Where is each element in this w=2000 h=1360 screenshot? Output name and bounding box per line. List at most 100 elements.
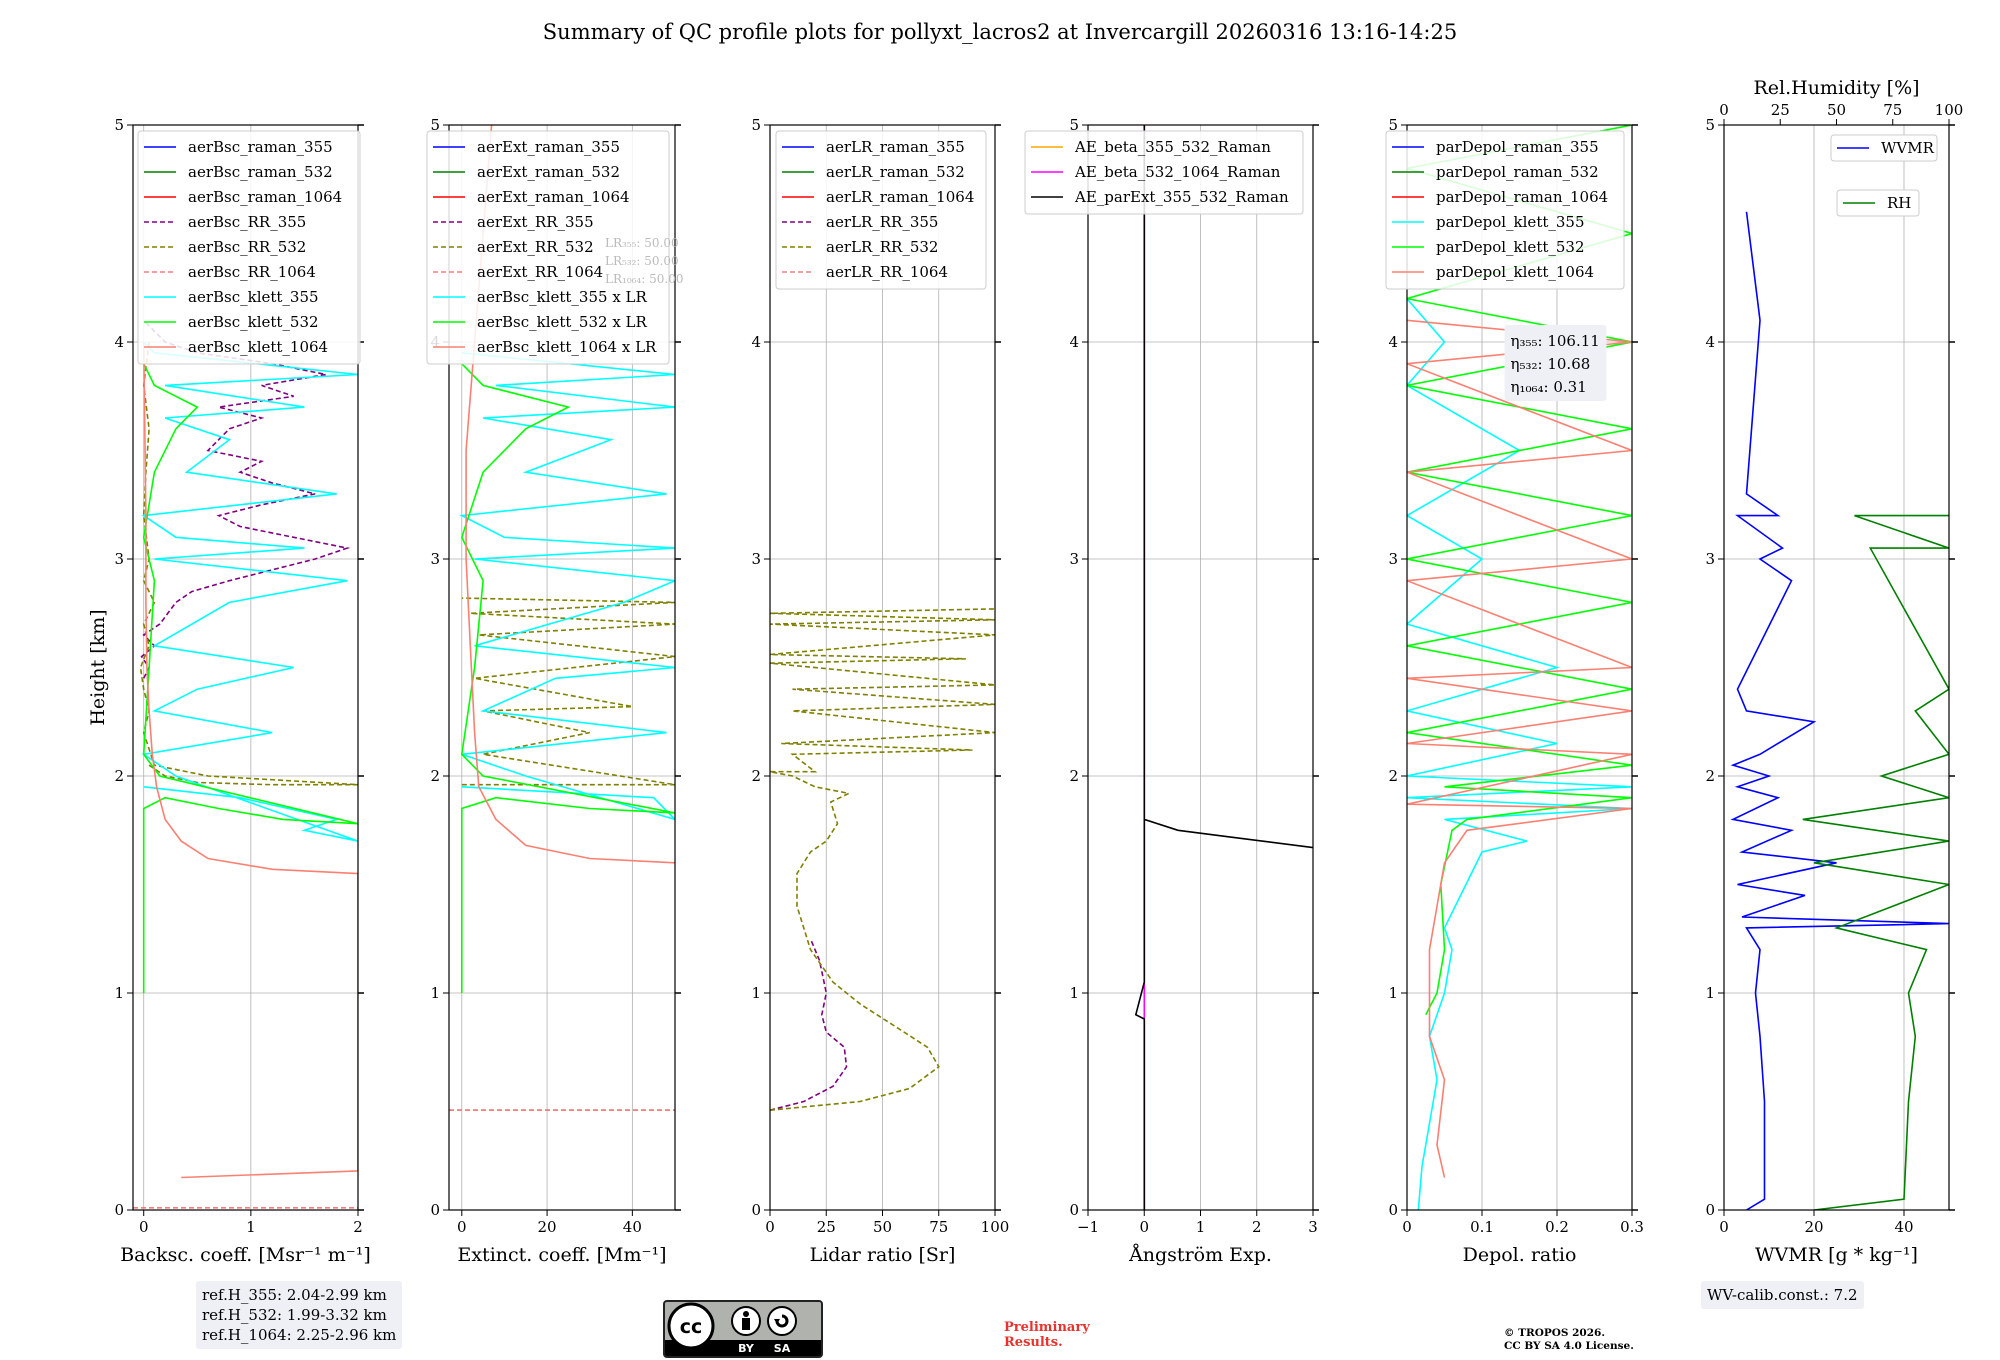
wv-calibration-text: WV-calib.const.: 7.2 (1707, 1286, 1858, 1304)
y-tick-label: 1 (114, 984, 124, 1002)
x-tick-label: 0 (139, 1218, 149, 1236)
axes-frame (132, 124, 359, 1211)
x-tick-label: 0.1 (1470, 1218, 1494, 1236)
axes-frame (448, 124, 676, 1211)
reference-height-1064: ref.H_1064: 2.25-2.96 km (202, 1326, 397, 1344)
reference-height-355: ref.H_355: 2.04-2.99 km (202, 1286, 387, 1304)
y-tick-label: 1 (430, 984, 440, 1002)
legend-label: aerLR_raman_355 (826, 138, 965, 156)
x-axis-label: Lidar ratio [Sr] (810, 1244, 956, 1266)
y-tick-label: 5 (1069, 116, 1079, 134)
series-line-parDepol_klett_1064 (1407, 319, 1632, 1178)
share-alike-icon (767, 1306, 797, 1336)
series-line-aerBsc_klett_532 (142, 363, 358, 993)
copyright-line-1: © TROPOS 2026. (1504, 1327, 1606, 1339)
y-tick-label: 5 (430, 116, 440, 134)
legend-label: aerExt_raman_532 (477, 163, 620, 181)
legend-label: aerBsc_klett_532 x LR (477, 313, 648, 331)
y-tick-label: 4 (751, 333, 761, 351)
legend-label: aerExt_raman_1064 (477, 188, 630, 206)
series-line-aerExt_RR_532 (461, 597, 675, 786)
top-x-tick-label: 25 (1771, 101, 1790, 119)
x-tick-label: 0 (1402, 1218, 1412, 1236)
x-axis-label: Depol. ratio (1463, 1244, 1577, 1266)
x-tick-label: 0 (765, 1218, 775, 1236)
series-line-aerBsc_klett_532 x LR (460, 363, 675, 993)
cc-icon (667, 1302, 715, 1350)
x-axis-label: Extinct. coeff. [Mm⁻¹] (457, 1244, 666, 1266)
x-tick-label: 40 (623, 1218, 642, 1236)
y-tick-label: 0 (1705, 1201, 1715, 1219)
lr-annotation-line: LR₃₅₅: 50.00 (605, 236, 679, 250)
legend-box (1830, 134, 1938, 162)
y-tick-label: 3 (751, 550, 761, 568)
legend-box (1024, 130, 1304, 215)
x-tick-label: 0.3 (1620, 1218, 1644, 1236)
y-tick-label: 1 (751, 984, 761, 1002)
legend-label: aerLR_raman_532 (826, 163, 965, 181)
x-tick-label: 100 (981, 1218, 1010, 1236)
series-line-aerBsc_RR_355 (140, 319, 351, 679)
cc-license-graphic: cc BY SA (665, 1302, 821, 1356)
legend-label: aerBsc_klett_1064 (188, 338, 328, 356)
lr-annotation-line: LR₁₀₆₄: 50.00 (605, 272, 683, 286)
y-axis-label: Height [km] (87, 609, 109, 725)
legend-label: aerBsc_RR_532 (188, 238, 306, 256)
by-badge-label: BY (738, 1342, 755, 1355)
top-x-tick-label: 0 (1719, 101, 1729, 119)
axes-frame (1723, 124, 1950, 1211)
y-tick-label: 2 (1705, 767, 1715, 785)
cc-license-badge: cc BY SA (663, 1300, 823, 1358)
legend-box (426, 130, 670, 365)
legend-label: aerLR_RR_355 (826, 213, 938, 231)
legend-box (137, 130, 361, 365)
eta-annotation-box (1504, 325, 1607, 401)
legend-label: aerBsc_raman_532 (188, 163, 333, 181)
sa-badge-label: SA (774, 1342, 791, 1355)
y-tick-label: 5 (114, 116, 124, 134)
series-line-aerBsc_klett_1064 (142, 341, 358, 1179)
y-tick-label: 0 (751, 1201, 761, 1219)
cc-badge-label: cc (680, 1316, 703, 1338)
x-tick-label: 2 (353, 1218, 363, 1236)
y-tick-label: 4 (1069, 333, 1079, 351)
copyright-line-2: CC BY SA 4.0 License. (1504, 1340, 1634, 1352)
legend-label: parDepol_klett_1064 (1436, 263, 1594, 281)
y-tick-label: 0 (1388, 1201, 1398, 1219)
y-tick-label: 2 (1388, 767, 1398, 785)
top-x-tick-label: 75 (1883, 101, 1902, 119)
series-line-aerBsc_klett_355 (141, 341, 358, 842)
legend-label: aerExt_RR_355 (477, 213, 594, 231)
legend-label: parDepol_klett_355 (1436, 213, 1585, 231)
legend-label: AE_beta_532_1064_Raman (1074, 163, 1281, 181)
y-tick-label: 3 (1705, 550, 1715, 568)
legend-label: RH (1887, 194, 1911, 212)
y-tick-label: 1 (1388, 984, 1398, 1002)
x-tick-label: 0 (1139, 1218, 1149, 1236)
legend-box (1836, 189, 1920, 217)
x-tick-label: 75 (929, 1218, 948, 1236)
preliminary-note: Preliminary Results. (1004, 1320, 1090, 1350)
x-tick-label: 1 (246, 1218, 256, 1236)
x-tick-label: 20 (1804, 1218, 1823, 1236)
y-tick-label: 5 (751, 116, 761, 134)
y-tick-label: 4 (1388, 333, 1398, 351)
chart-panel-extinction: 02040012345Extinct. coeff. [Mm⁻¹]aerExt_… (426, 116, 683, 1266)
legend-label: aerBsc_raman_355 (188, 138, 333, 156)
legend-box (1385, 130, 1625, 290)
x-axis-label: Ångström Exp. (1128, 1244, 1272, 1266)
series-line-aerBsc_klett_355 x LR (459, 352, 675, 821)
preliminary-line-2: Results. (1004, 1335, 1063, 1350)
preliminary-line-1: Preliminary (1004, 1320, 1090, 1335)
legend-label: aerBsc_klett_355 x LR (477, 288, 648, 306)
copyright-note: © TROPOS 2026. CC BY SA 4.0 License. (1504, 1327, 1634, 1353)
y-tick-label: 2 (114, 767, 124, 785)
x-tick-label: 25 (817, 1218, 836, 1236)
legend-label: AE_parExt_355_532_Raman (1074, 188, 1289, 206)
chart-panel-water_vapor: 0 20 40 0 1 2 3 4 5 WVMR [g * kg⁻¹] 0 25 50 75 100 Rel.… (1705, 77, 1963, 1266)
series-line-aerBsc_RR_532 (139, 341, 358, 786)
reference-height-532: ref.H_532: 1.99-3.32 km (202, 1306, 387, 1324)
legend-label: aerBsc_klett_532 (188, 313, 319, 331)
